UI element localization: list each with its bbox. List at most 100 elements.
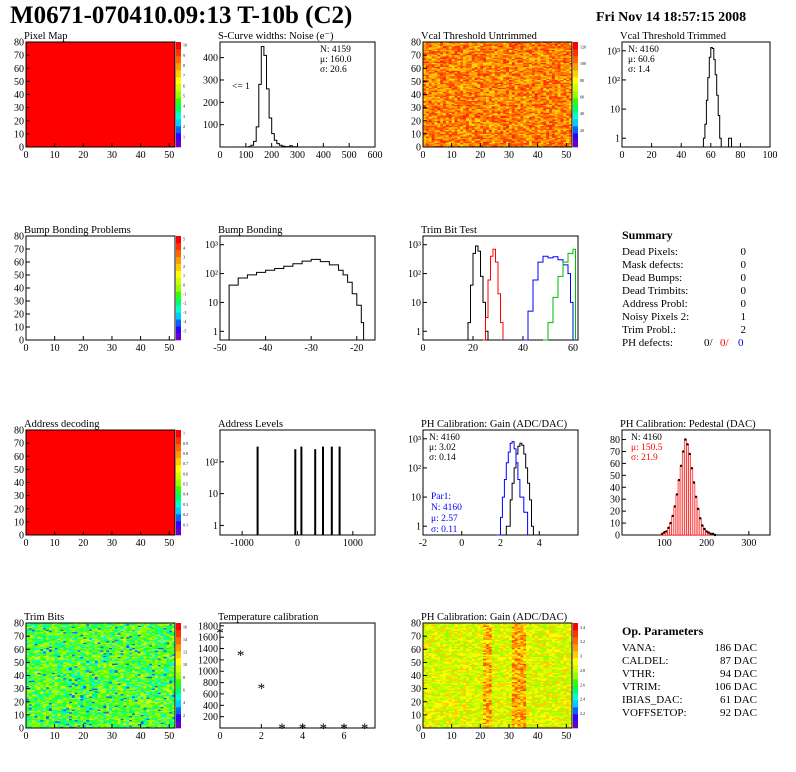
z-tick-label: 5 (183, 94, 185, 99)
points: * * * * * * * * (216, 626, 368, 737)
z-tick-label: 0.8 (183, 451, 188, 456)
x-tick-label: 10 (447, 731, 457, 742)
y-tick-label: 30 (610, 495, 620, 506)
y-tick-label: 1000 (198, 667, 218, 678)
y-tick-label: 1 (213, 521, 218, 532)
stats-line: μ: 3.02 (429, 443, 456, 453)
stats-line: N: 4160 (431, 503, 462, 513)
x-tick-label: 10 (50, 731, 60, 742)
chart-title: Address Levels (218, 419, 283, 430)
z-colorbar: -5 -4 -3 -2 -1 0 1 2 3 4 5 (176, 236, 186, 341)
z-tick-label: 10 (183, 43, 187, 48)
x-tick-label: 4 (537, 538, 542, 549)
heatmap-fill (26, 430, 175, 535)
x-tick-label: 4 (300, 731, 305, 742)
data-point (709, 532, 712, 535)
chart-title: S-Curve widths: Noise (e⁻) (218, 31, 334, 42)
stats-line: σ: 1.4 (628, 65, 650, 75)
x-tick-label: 20 (475, 731, 485, 742)
stats-line: σ: 21.9 (631, 453, 658, 463)
y-tick-label: 0 (19, 724, 24, 735)
point-marker: * (299, 721, 307, 737)
z-tick-label: 12 (183, 650, 187, 655)
chart-title: Bump Bonding (218, 225, 283, 236)
bar (692, 482, 696, 536)
y-tick-label: 800 (203, 678, 218, 689)
data-point (694, 495, 698, 498)
summary-row: Address Probl: 0 (622, 298, 752, 311)
bar (314, 449, 317, 535)
x-tick-label: 10 (447, 150, 457, 161)
point-marker: * (361, 721, 369, 737)
bar (690, 467, 694, 536)
data-point (665, 530, 668, 533)
z-colorbar: 0.1 0.2 0.3 0.4 0.5 0.6 0.7 0.8 0.9 1 (176, 430, 188, 536)
plot-frame (219, 41, 376, 148)
y-tick-label: 10³ (205, 240, 218, 251)
y-tick-label: 20 (14, 504, 24, 515)
chart-vcal_trimmed: Vcal Threshold Trimmed 0 20 40 60 80 100 1 10 10²… (607, 31, 778, 161)
bar (694, 496, 698, 536)
x-tick-label: 50 (164, 731, 174, 742)
row-value: 186 DAC (714, 642, 757, 654)
series-line-0 (701, 47, 732, 148)
y-tick-label: 0 (19, 336, 24, 347)
z-tick-label: 3 (183, 255, 185, 260)
x-tick-label: 60 (706, 150, 716, 161)
series-line-2 (523, 255, 574, 341)
x-tick-label: 10 (50, 343, 60, 354)
x-tick-label: 40 (136, 731, 146, 742)
point-marker: * (258, 681, 266, 697)
chart-scurve_widths: S-Curve widths: Noise (e⁻) 0 100 200 300 400 5… (203, 31, 383, 161)
x-tick-label: 50 (561, 731, 571, 742)
bar (675, 494, 679, 536)
z-tick-label: -3 (183, 310, 186, 315)
stats-line: N: 4160 (628, 45, 659, 55)
y-tick-label: 0 (19, 531, 24, 542)
row-label: Dead Bumps: (622, 272, 683, 284)
y-tick-label: 40 (14, 671, 24, 682)
y-tick-label: 10 (208, 489, 218, 500)
y-tick-label: 10 (411, 129, 421, 140)
chart-bump_bonding: Bump Bonding -50 -40 -30 -20 1 10 10² 10³ (205, 225, 376, 354)
data-point (711, 532, 715, 535)
row-value: 1 (740, 311, 747, 323)
chart-trim_bit_test: Trim Bit Test 0 20 40 60 1 10 10² 10³ (408, 225, 579, 354)
y-tick-label: 30 (14, 491, 24, 502)
y-tick-label: 10² (205, 269, 218, 280)
y-tick-label: 70 (411, 632, 421, 643)
data-point (673, 505, 677, 508)
z-tick-label: 1 (183, 134, 185, 139)
axes: -1000 0 1000 1 10 10² (205, 457, 363, 549)
x-tick-label: 10 (50, 538, 60, 549)
z-tick-label: 100 (580, 61, 586, 66)
bar (696, 508, 700, 536)
y-tick-label: 20 (610, 507, 620, 518)
z-tick-label: 3.2 (580, 639, 585, 644)
y-tick-label: 200 (203, 712, 218, 723)
chart-title: PH Calibration: Pedestal (DAC) (620, 419, 756, 430)
x-tick-label: 40 (533, 150, 543, 161)
plot-frame (621, 41, 771, 148)
x-tick-label: 500 (342, 150, 357, 161)
y-tick-label: 600 (203, 689, 218, 700)
z-tick-label: 6 (183, 688, 185, 693)
stats-line: σ: 20.6 (320, 65, 347, 75)
x-tick-label: 0 (459, 538, 464, 549)
row-value: 61 DAC (720, 694, 757, 706)
y-tick-label: 30 (14, 684, 24, 695)
data-point (686, 443, 689, 446)
bar (698, 517, 702, 536)
x-tick-label: 20 (78, 150, 88, 161)
data-point (682, 450, 685, 453)
z-tick-label: -4 (183, 319, 186, 324)
z-colorbar: 20 40 60 80 100 120 (573, 42, 586, 148)
y-tick-label: 0 (416, 143, 421, 154)
z-tick-label: 20 (580, 128, 584, 133)
x-tick-label: 40 (136, 343, 146, 354)
